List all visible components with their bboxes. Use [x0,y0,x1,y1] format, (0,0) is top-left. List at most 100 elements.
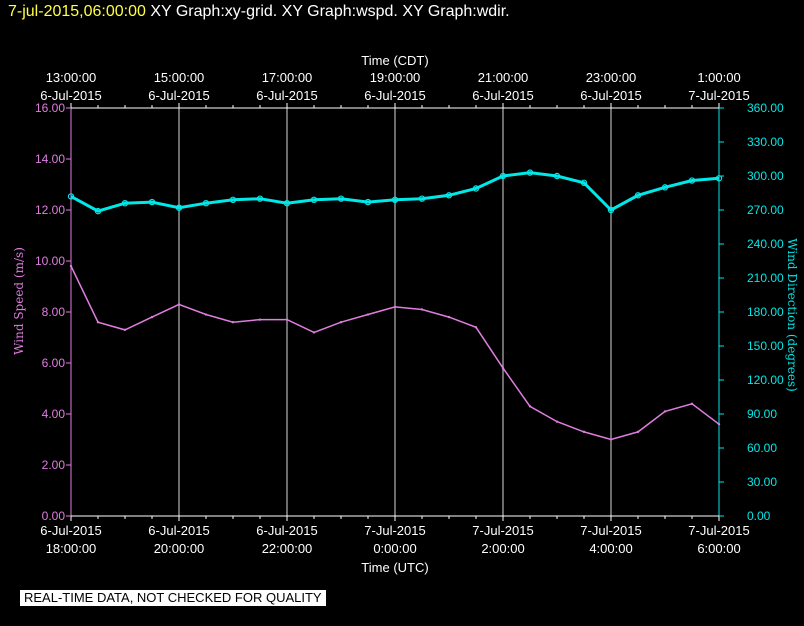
top-tick-date: 6-Jul-2015 [580,88,641,103]
bottom-tick-time: 4:00:00 [589,541,632,556]
wind-speed-point [231,321,235,324]
left-tick-label: 2.00 [42,458,66,472]
left-axis: 0.00 2.00 4.00 6.00 8.00 10.00 12.00 14.00 16.00 [35,101,71,523]
wind-speed-point [663,410,667,413]
wind-direction-point [121,199,129,207]
wind-direction-point [526,169,534,176]
right-axis-label: Wind Direction (degrees) [785,238,799,392]
left-tick-label: 16.00 [35,101,65,115]
wind-speed-point [555,420,559,423]
grid-lines [178,108,612,516]
right-tick-label: 0.00 [747,509,771,523]
wind-speed-point [366,313,370,316]
wind-speed-point [285,318,289,321]
left-tick-label: 4.00 [42,407,66,421]
wind-direction-point [310,196,318,203]
quality-notice: REAL-TIME DATA, NOT CHECKED FOR QUALITY [20,590,326,606]
right-tick-label: 180.00 [747,305,784,319]
wind-direction-point [607,206,615,214]
right-tick-label: 270.00 [747,203,784,217]
right-tick-label: 90.00 [747,407,777,421]
top-tick-date: 6-Jul-2015 [148,88,209,103]
right-tick-label: 360.00 [747,101,784,115]
wind-direction-point [337,195,345,202]
top-axis-label: Time (CDT) [361,53,428,68]
wind-direction-point [175,204,183,211]
top-tick-date: 6-Jul-2015 [256,88,317,103]
wind-speed-point [96,321,100,324]
wind-speed-point [177,303,181,306]
wind-speed-point [636,430,640,434]
wind-speed-point [123,328,127,332]
wind-direction-point [418,195,426,202]
wind-speed-point [528,405,532,408]
right-tick-label: 210.00 [747,271,784,285]
wind-speed-point [447,315,451,319]
wind-direction-point [634,192,642,199]
bottom-tick-time: 0:00:00 [373,541,416,556]
bottom-tick-date: 7-Jul-2015 [580,523,641,538]
wind-speed-point [609,438,613,441]
top-tick-date: 6-Jul-2015 [364,88,425,103]
wind-speed-point [339,321,343,324]
wind-direction-point [580,179,588,186]
right-tick-label: 60.00 [747,441,777,455]
wind-speed-point [312,331,316,334]
bottom-tick-date: 6-Jul-2015 [40,523,101,538]
wind-speed-point [150,315,154,319]
left-tick-label: 0.00 [42,509,66,523]
bottom-tick-date: 6-Jul-2015 [256,523,317,538]
right-tick-label: 120.00 [747,373,784,387]
bottom-tick-date: 6-Jul-2015 [148,523,209,538]
wind-direction-point [229,196,237,203]
top-tick-time: 19:00:00 [370,70,421,85]
bottom-tick-date: 7-Jul-2015 [688,523,749,538]
chart-header: 7-jul-2015,06:00:00 XY Graph:xy-grid. XY… [8,3,510,21]
bottom-tick-time: 22:00:00 [262,541,313,556]
top-tick-date: 7-Jul-2015 [688,88,749,103]
bottom-tick-time: 6:00:00 [697,541,740,556]
top-axis: 13:00:00 6-Jul-2015 15:00:00 6-Jul-2015 17:0… [40,70,750,108]
wind-direction-point [67,193,75,200]
wind-speed-point [474,326,478,329]
top-tick-time: 23:00:00 [586,70,637,85]
wind-speed-point [501,366,505,370]
wind-direction-point [148,198,156,206]
wind-speed-point [420,308,424,311]
wind-direction-point [688,177,696,184]
wind-direction-point [553,172,561,180]
wind-direction-point [499,172,507,180]
wind-speed-point [393,305,397,309]
wind-direction-point [364,198,372,206]
wind-direction-line [70,171,720,213]
bottom-axis: 6-Jul-2015 18:00:00 6-Jul-2015 20:00:00 6-Ju… [40,516,750,556]
top-tick-time: 15:00:00 [154,70,205,85]
right-tick-label: 240.00 [747,237,784,251]
top-tick-time: 13:00:00 [46,70,97,85]
top-tick-time: 17:00:00 [262,70,313,85]
wind-speed-point [204,313,208,316]
wind-direction-point [715,175,723,182]
right-tick-label: 330.00 [747,135,784,149]
wind-direction-point [283,199,291,207]
chart-title: XY Graph:xy-grid. XY Graph:wspd. XY Grap… [150,3,510,20]
top-tick-date: 6-Jul-2015 [472,88,533,103]
wind-speed-point [582,430,586,434]
left-tick-label: 10.00 [35,254,65,268]
top-tick-date: 6-Jul-2015 [40,88,101,103]
bottom-axis-label: Time (UTC) [361,560,428,575]
left-tick-label: 14.00 [35,152,65,166]
right-tick-label: 150.00 [747,339,784,353]
right-tick-label: 300.00 [747,169,784,183]
wind-direction-point [256,195,264,202]
bottom-tick-date: 7-Jul-2015 [364,523,425,538]
wind-direction-point [472,185,480,192]
bottom-tick-time: 18:00:00 [46,541,97,556]
left-axis-label: Wind Speed (m/s) [12,247,26,355]
wind-direction-point [661,184,669,191]
series-group [67,169,723,441]
wind-speed-point [69,264,73,268]
wind-speed-point [717,423,721,426]
timestamp: 7-jul-2015,06:00:00 [8,3,146,20]
